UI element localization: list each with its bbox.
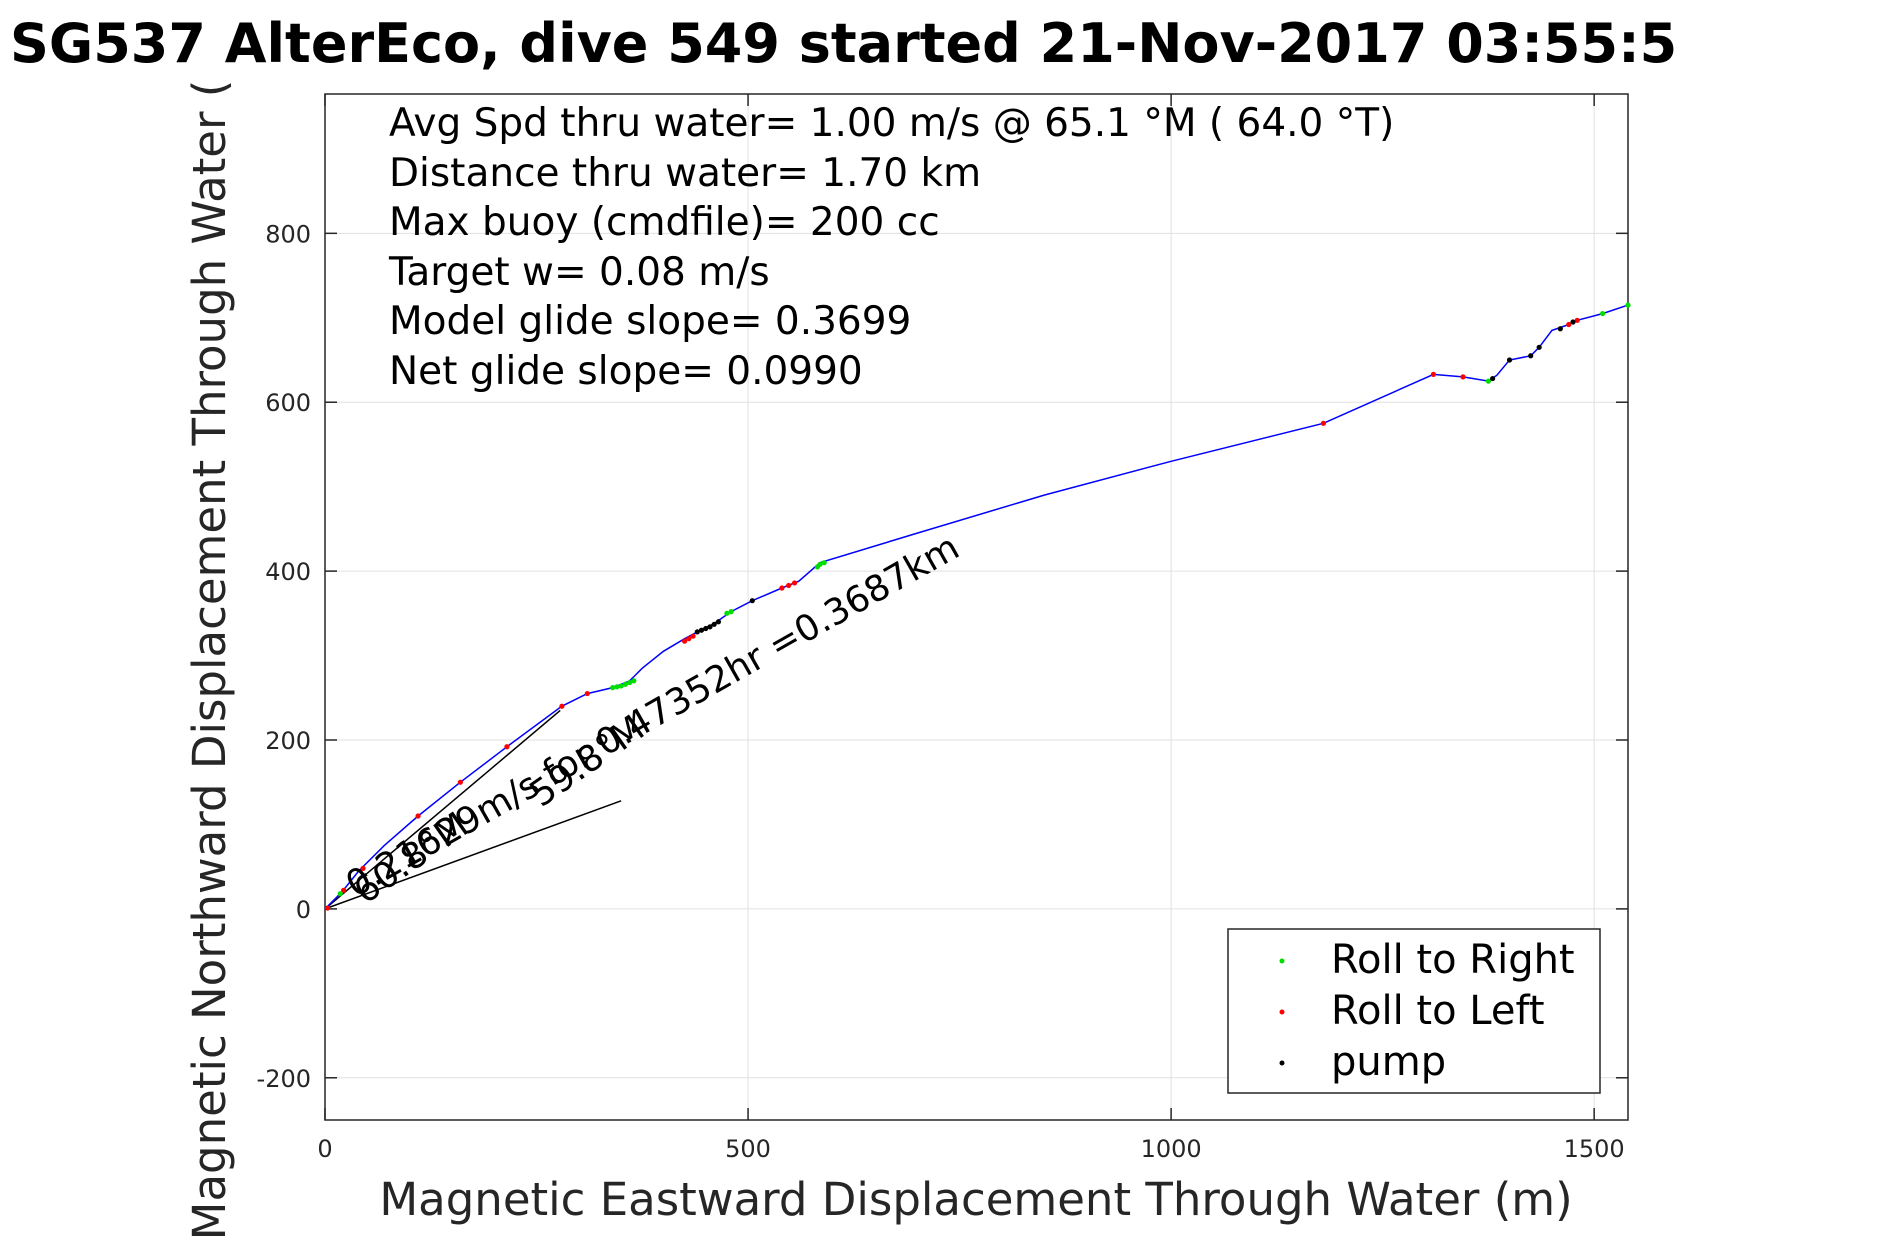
roll-right-point — [618, 683, 624, 689]
info-line: Model glide slope= 0.3699 — [389, 299, 911, 344]
x-tick-label: 1000 — [1141, 1135, 1202, 1163]
x-axis-label: Magnetic Eastward Displacement Through W… — [379, 1173, 1572, 1226]
current-line — [324, 709, 561, 910]
roll-right-point — [610, 685, 616, 691]
roll-left-point — [686, 636, 692, 642]
y-axis-label: Magnetic Northward Displacement Through … — [183, 80, 236, 1241]
pump-point — [707, 624, 713, 630]
roll-right-point — [728, 609, 734, 615]
pump-point — [703, 625, 709, 632]
roll-left-point — [360, 865, 366, 871]
legend-label-roll-left: Roll to Left — [1331, 988, 1545, 1034]
y-tick-label: 800 — [265, 220, 311, 248]
legend: Roll to Right Roll to Left pump — [1227, 928, 1601, 1094]
info-line: Avg Spd thru water= 1.00 m/s @ 65.1 °M (… — [389, 101, 1394, 146]
roll-left-point — [681, 638, 688, 644]
legend-marker-roll-left — [1279, 1009, 1285, 1015]
grid — [324, 94, 1628, 1120]
x-tick-label: 0 — [317, 1135, 332, 1163]
y-tick-label: 0 — [296, 896, 311, 924]
heading-line — [324, 800, 622, 910]
roll-left-point — [341, 887, 347, 893]
roll-left-point — [1460, 374, 1466, 380]
axis-ticks: 0 500 1000 1500 -200 0 200 400 600 800 — [257, 94, 1628, 1163]
pump-point — [1528, 353, 1534, 359]
pump-point — [694, 629, 700, 635]
pump-point — [1506, 357, 1513, 363]
roll-right-point — [337, 891, 343, 897]
pump-point — [1536, 344, 1542, 350]
roll-right-point — [1600, 310, 1606, 317]
roll-left-point — [1574, 317, 1580, 323]
roll-left-point — [504, 744, 510, 750]
roll-right-point — [614, 684, 620, 690]
y-tick-label: 600 — [265, 389, 311, 417]
pump-point — [1570, 319, 1576, 325]
pump-point — [1490, 375, 1496, 382]
roll-left-point — [324, 905, 331, 911]
y-tick-label: 400 — [265, 558, 311, 586]
roll-right-point — [821, 560, 827, 566]
roll-left-point — [786, 582, 792, 589]
roll-left-point — [584, 690, 590, 697]
roll-left-point — [1320, 420, 1327, 426]
legend-marker-roll-right — [1279, 958, 1285, 964]
roll-right-point — [626, 679, 633, 686]
roll-right-point — [724, 610, 730, 616]
roll-right-point — [631, 678, 637, 684]
x-tick-label: 1500 — [1564, 1135, 1625, 1163]
y-tick-label: 200 — [265, 727, 311, 755]
pump-point — [749, 598, 755, 604]
roll-right-point — [817, 561, 823, 567]
roll-left-point — [1566, 321, 1572, 328]
y-tick-label: -200 — [257, 1065, 311, 1093]
info-line: Target w= 0.08 m/s — [388, 250, 770, 295]
roll-right-point — [1625, 302, 1631, 308]
legend-marker-pump — [1279, 1060, 1285, 1066]
series-layer — [324, 302, 1631, 911]
legend-box — [1227, 928, 1601, 1094]
roll-right-point — [622, 681, 628, 687]
plot-area — [324, 93, 1629, 1121]
roll-left-point — [1430, 371, 1436, 377]
pump-point — [711, 621, 717, 627]
roll-right-point — [1485, 378, 1491, 384]
x-tick-label: 500 — [725, 1135, 771, 1163]
pump-point — [1557, 326, 1563, 332]
legend-label-roll-right: Roll to Right — [1331, 937, 1575, 983]
info-line: Max buoy (cmdfile)= 200 cc — [389, 200, 940, 245]
pump-point — [715, 619, 722, 625]
legend-label-pump: pump — [1331, 1039, 1446, 1085]
roll-left-point — [559, 703, 565, 709]
roll-left-point — [690, 633, 696, 639]
roll-left-point — [791, 580, 798, 586]
info-line: Net glide slope= 0.0990 — [389, 349, 863, 394]
pump-point — [698, 627, 705, 633]
roll-left-point — [779, 585, 785, 591]
roll-left-point — [415, 813, 421, 819]
roll-left-point — [457, 779, 463, 785]
info-line: Distance thru water= 1.70 km — [389, 151, 981, 196]
chart-title: SG537 AlterEco, dive 549 started 21-Nov-… — [10, 12, 1677, 75]
info-block: Avg Spd thru water= 1.00 m/s @ 65.1 °M (… — [388, 101, 1394, 394]
